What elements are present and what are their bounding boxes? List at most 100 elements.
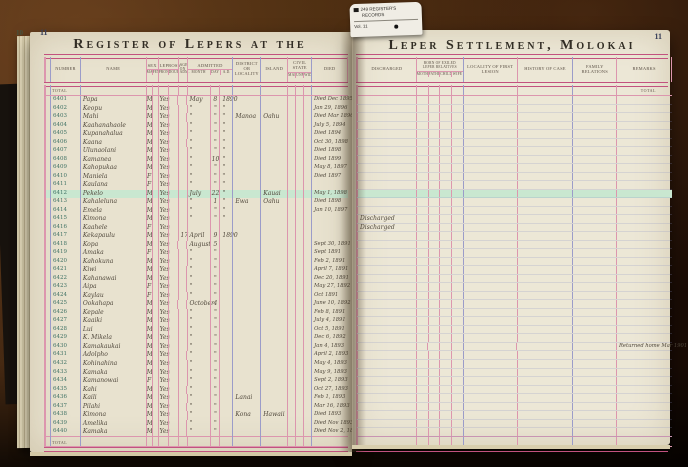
cell-c-dd: Oct 30, 1898 xyxy=(310,138,348,148)
cell-r-b xyxy=(439,130,451,138)
register-row xyxy=(357,189,672,199)
cell-c-yes: Yes xyxy=(157,147,170,156)
cell-c-sx: M xyxy=(145,215,153,224)
cell-r-b xyxy=(439,377,451,385)
cell-r-loc xyxy=(462,257,517,266)
cell-r-rem xyxy=(616,437,672,446)
cell-r-fam xyxy=(572,274,616,283)
cell-r-b xyxy=(415,317,428,325)
cell-c-lep2 xyxy=(167,419,178,429)
cell-c-n: 6418 xyxy=(49,240,80,250)
cell-c-sx2 xyxy=(151,351,158,360)
cell-r-b xyxy=(450,317,463,325)
cell-c-cv xyxy=(287,121,295,131)
total-row-bottom xyxy=(44,437,348,447)
cell-r-disch xyxy=(357,428,416,436)
cell-c-mo: " xyxy=(186,317,211,326)
cell-r-b xyxy=(439,368,451,377)
cell-c-age xyxy=(177,419,187,429)
cell-c-is xyxy=(260,240,287,250)
cell-c-cv xyxy=(295,291,303,301)
cell-c-name: Amelika xyxy=(79,419,146,429)
cell-c-cv xyxy=(287,155,295,165)
cell-r-b xyxy=(415,334,428,342)
cell-c-dd: June 10, 1892 xyxy=(311,300,351,309)
cell-r-b xyxy=(427,411,440,419)
cell-r-hist xyxy=(516,172,573,181)
cell-c-cv xyxy=(303,147,311,156)
cell-c-n: 6412 xyxy=(49,189,80,199)
cell-c-dy: " xyxy=(210,257,219,267)
cell-r-loc xyxy=(462,411,517,419)
cell-c-is xyxy=(260,385,287,395)
cell-c-n: 6416 xyxy=(49,223,80,233)
register-row: Returned home Mar 1901 xyxy=(357,342,687,352)
cell-c-sx: M xyxy=(145,419,153,429)
cell-c-di xyxy=(232,155,260,165)
cell-r-loc xyxy=(462,249,517,257)
cell-c-lep2 xyxy=(167,249,178,258)
cell-r-b xyxy=(439,437,451,446)
cell-c-cv xyxy=(287,85,295,95)
cell-c-sx2 xyxy=(151,419,158,429)
cell-c-name: Kamanowai xyxy=(79,377,146,386)
register-row xyxy=(357,308,672,318)
cell-c-mo: " xyxy=(186,334,211,343)
cell-r-rem xyxy=(616,249,672,257)
cell-c-yes: Yes xyxy=(157,113,170,122)
cell-c-n xyxy=(50,437,80,446)
cell-c-cv xyxy=(295,130,303,139)
cell-r-loc xyxy=(462,181,517,189)
cell-c-yes: Yes xyxy=(157,368,170,378)
cell-c-yes: Yes xyxy=(157,232,170,241)
cell-r-fam xyxy=(572,283,616,291)
left-page: 10 11 Register of Lepers at the Number N… xyxy=(16,28,360,452)
cell-c-yr xyxy=(219,419,232,429)
cell-r-disch xyxy=(357,198,416,206)
cell-c-dy: 8 xyxy=(210,96,219,105)
cell-c-di xyxy=(232,283,260,292)
cell-c-mo: " xyxy=(186,402,210,412)
cell-c-mo xyxy=(186,85,211,95)
cell-c-sx: M xyxy=(145,351,153,360)
cell-c-di xyxy=(232,402,260,412)
cell-c-lep2 xyxy=(167,291,178,301)
cell-c-cv xyxy=(295,411,303,420)
cell-c-yes: Yes xyxy=(157,308,170,318)
cell-c-sx2 xyxy=(151,232,158,241)
cell-c-is xyxy=(260,300,287,309)
cell-r-fam xyxy=(572,240,616,249)
cell-c-cv xyxy=(287,419,295,429)
cell-r-b xyxy=(450,257,463,266)
cell-r-b xyxy=(415,223,428,232)
cell-c-sx: M xyxy=(145,266,153,275)
cell-r-disch xyxy=(357,85,416,95)
cell-c-cv xyxy=(295,249,303,258)
cell-r-b xyxy=(427,428,440,436)
cell-c-m xyxy=(45,342,50,352)
cell-c-name: Kahi xyxy=(79,385,146,395)
cell-c-sx: M xyxy=(145,274,153,284)
cell-c-cv xyxy=(287,325,295,335)
cell-r-b xyxy=(427,104,440,113)
cell-c-cv xyxy=(287,198,295,207)
register-row: 6424 Kaylau F Yes " " Oct 1891 xyxy=(45,291,348,301)
cell-c-name: Kamaka xyxy=(79,368,146,378)
cell-c-cv xyxy=(287,257,295,267)
cell-c-dd: Feb 2, 1891 xyxy=(311,257,348,267)
cell-r-hist xyxy=(516,240,573,249)
cell-c-dd: May 8, 1897 xyxy=(311,164,348,173)
cell-r-hist xyxy=(516,377,573,385)
cell-c-name: Kohinahina xyxy=(79,359,146,369)
cell-c-yr: " xyxy=(219,215,232,224)
cell-c-lep2 xyxy=(167,283,178,292)
cell-c-cv xyxy=(295,138,303,148)
cell-c-di xyxy=(232,325,260,335)
cell-c-age xyxy=(177,266,187,275)
cell-c-sx: M xyxy=(145,428,153,437)
cell-c-dy: " xyxy=(210,291,219,301)
cell-r-b xyxy=(450,155,463,164)
cell-r-b xyxy=(415,249,428,257)
col-sex-header: Sex MaleFem. xyxy=(145,57,158,82)
cell-c-di: Ewa xyxy=(232,198,260,207)
